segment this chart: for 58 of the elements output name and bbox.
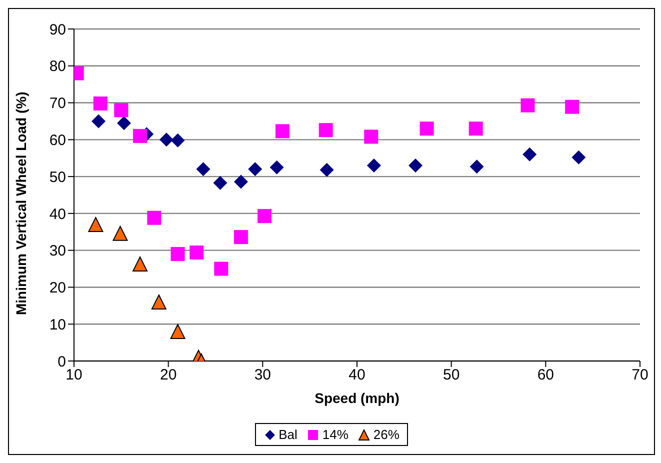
x-tick-label: 40 [348, 366, 366, 384]
y-axis-title: Minimum Vertical Wheel Load (%) [12, 92, 29, 315]
y-tick-label: 40 [49, 206, 66, 223]
point [93, 96, 108, 111]
y-tick-label: 10 [49, 316, 66, 334]
point [565, 100, 580, 114]
point [258, 209, 272, 224]
point [420, 122, 434, 136]
point [190, 246, 204, 260]
point [275, 124, 290, 138]
y-tick-label: 70 [49, 95, 66, 112]
x-tick-label: 10 [66, 366, 82, 384]
point [88, 217, 104, 232]
point [320, 162, 334, 177]
point [159, 132, 174, 147]
point [133, 128, 148, 143]
point [318, 123, 333, 138]
y-tick-label: 30 [49, 242, 66, 260]
y-tick-label: 60 [49, 132, 66, 149]
point [572, 150, 586, 164]
point [151, 294, 166, 310]
y-tick-label: 20 [49, 280, 66, 297]
point [468, 122, 483, 136]
legend-label: 14% [321, 427, 348, 442]
x-tick-label: 70 [632, 366, 648, 384]
point [170, 324, 186, 339]
point [248, 162, 262, 176]
y-tick-label: 80 [49, 58, 66, 76]
point [366, 158, 381, 172]
point [408, 158, 422, 172]
x-tick-label: 50 [442, 366, 460, 384]
point [92, 114, 106, 128]
point [522, 147, 537, 162]
point [364, 130, 378, 144]
x-tick-label: 30 [254, 366, 272, 384]
point [470, 160, 484, 174]
point [112, 226, 128, 241]
point [147, 210, 162, 225]
y-tick-label: 50 [49, 168, 66, 186]
point [270, 160, 284, 174]
point [114, 103, 128, 118]
point [170, 247, 185, 262]
point [214, 262, 228, 276]
point [170, 133, 185, 148]
point [520, 98, 535, 112]
y-tick-label: 0 [58, 353, 66, 370]
x-tick-label: 20 [160, 366, 177, 384]
legend-label: 26% [372, 427, 400, 442]
point [234, 174, 248, 189]
point [196, 162, 210, 176]
legend-label: Bal [278, 427, 298, 442]
y-tick-label: 90 [49, 21, 66, 38]
point [234, 230, 248, 244]
x-tick-label: 60 [537, 366, 554, 384]
point [213, 176, 228, 190]
point [116, 116, 131, 130]
point [132, 256, 148, 272]
x-axis-title: Speed (mph) [314, 390, 400, 406]
